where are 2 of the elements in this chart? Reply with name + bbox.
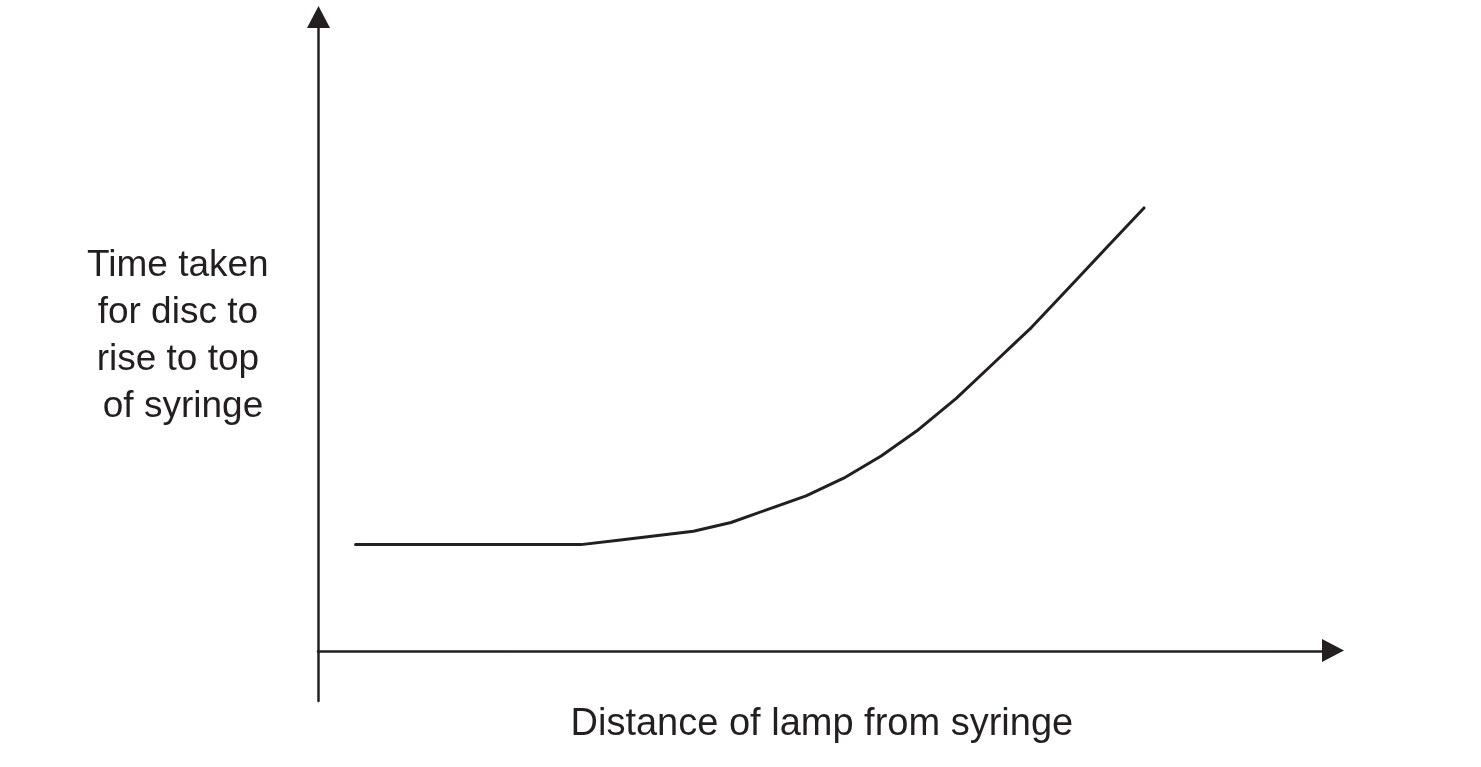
x-axis-title: Distance of lamp from syringe [570,700,1074,743]
y-axis-title: Time taken for disc to rise to top of syringe [87,243,279,425]
